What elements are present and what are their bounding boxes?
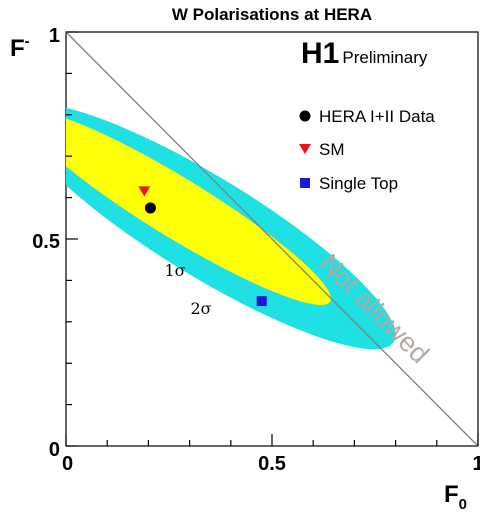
experiment-label: H1 Preliminary bbox=[301, 37, 428, 70]
chart-title: W Polarisations at HERA bbox=[172, 5, 372, 24]
contour-label-1-sigma: 1σ bbox=[164, 261, 185, 280]
legend-label-single-top: Single Top bbox=[319, 174, 398, 193]
legend-marker-data bbox=[299, 110, 311, 122]
y-tick-label-0.5: 0.5 bbox=[32, 231, 60, 253]
y-axis-label: F- bbox=[10, 33, 30, 62]
x-axis-label: F0 bbox=[444, 481, 467, 512]
legend: HERA I+II Data SM Single Top bbox=[299, 107, 435, 193]
legend-label-sm: SM bbox=[319, 140, 345, 159]
physical-boundary-line bbox=[65, 31, 479, 447]
contour-1-sigma bbox=[66, 110, 331, 305]
y-tick-label-0: 0 bbox=[49, 439, 60, 461]
axis-ticks bbox=[65, 31, 479, 447]
legend-label-data: HERA I+II Data bbox=[319, 107, 435, 126]
legend-marker-single-top bbox=[300, 178, 310, 188]
point-hera-i-ii-data bbox=[144, 202, 156, 214]
point-single-top bbox=[256, 296, 267, 307]
x-tick-label-1: 1 bbox=[472, 453, 480, 475]
contour-label-2-sigma: 2σ bbox=[190, 299, 211, 318]
x-tick-label-0.5: 0.5 bbox=[258, 453, 286, 475]
data-points bbox=[138, 186, 267, 307]
legend-marker-sm bbox=[299, 144, 311, 154]
x-tick-label-0: 0 bbox=[62, 453, 73, 475]
point-sm bbox=[138, 186, 151, 197]
y-tick-label-1: 1 bbox=[49, 25, 60, 47]
